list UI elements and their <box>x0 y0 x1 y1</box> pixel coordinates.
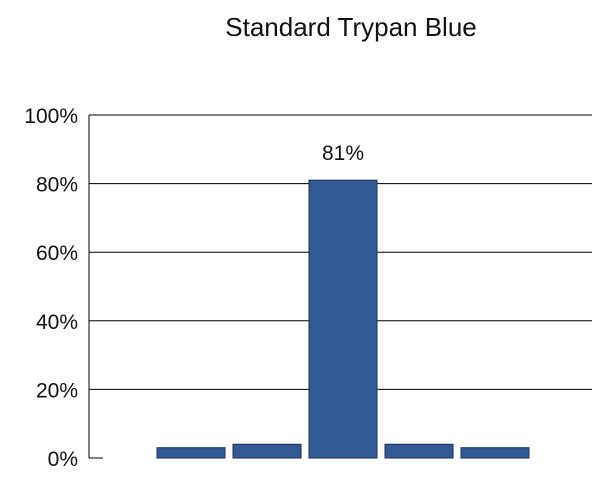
bar <box>232 443 302 459</box>
bar <box>460 447 530 459</box>
bar <box>384 443 454 459</box>
y-tick-label: 60% <box>36 242 78 265</box>
y-tick-label: 0% <box>48 448 78 471</box>
y-tick-label: 20% <box>36 379 78 402</box>
y-tick-label: 100% <box>24 105 78 128</box>
bar <box>308 179 378 459</box>
chart-title: Standard Trypan Blue <box>225 12 477 42</box>
data-labels: 81% <box>322 142 364 165</box>
y-tick-labels: 0% 20% 40% 60% 80% 100% <box>24 105 78 471</box>
y-tick-label: 40% <box>36 311 78 334</box>
y-tick-label: 80% <box>36 174 78 197</box>
bar <box>156 447 226 459</box>
bar-value-label: 81% <box>322 142 364 165</box>
bars <box>156 179 530 459</box>
